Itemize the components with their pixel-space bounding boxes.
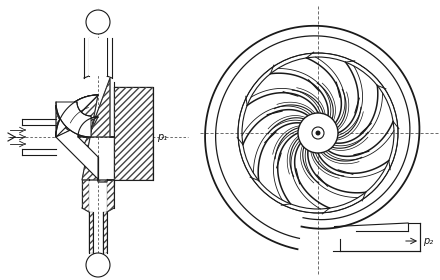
Polygon shape: [56, 95, 98, 179]
Polygon shape: [56, 95, 98, 179]
Polygon shape: [56, 102, 91, 137]
Circle shape: [315, 130, 320, 136]
Circle shape: [86, 10, 110, 34]
Polygon shape: [56, 78, 118, 182]
Circle shape: [312, 127, 324, 139]
Polygon shape: [89, 38, 107, 76]
Circle shape: [86, 253, 110, 277]
Text: p₂: p₂: [423, 236, 433, 246]
Circle shape: [298, 113, 338, 153]
Text: p₁: p₁: [157, 132, 167, 142]
Polygon shape: [114, 87, 153, 180]
